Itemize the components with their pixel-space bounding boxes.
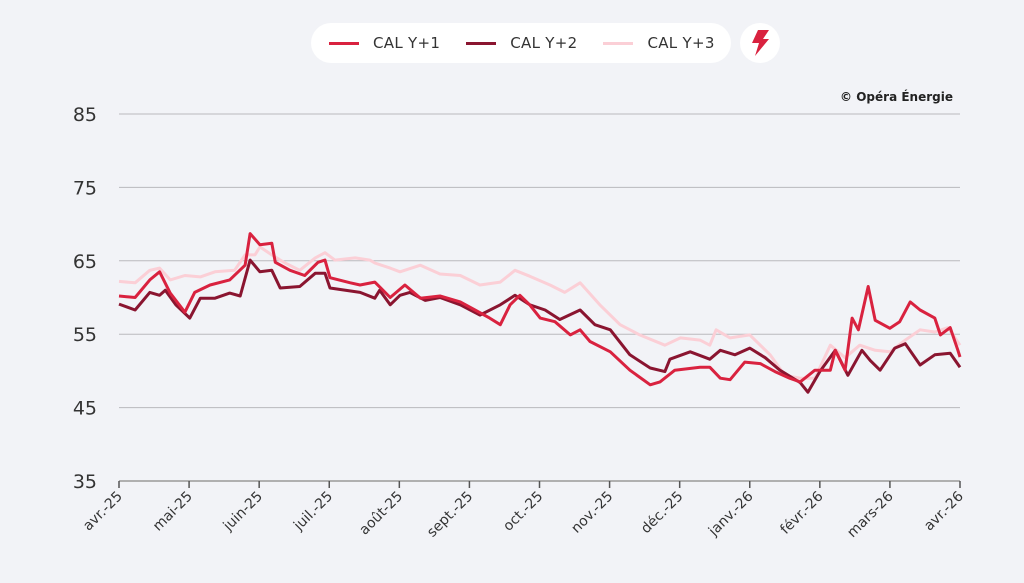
legend-label: CAL Y+3	[647, 34, 715, 52]
y-tick-label: 85	[73, 104, 97, 126]
series-line-cal-y-1	[118, 232, 962, 387]
legend-swatch	[603, 41, 634, 45]
lightning-bolt-icon[interactable]	[740, 23, 780, 63]
x-tick-label: avr.-26	[921, 488, 967, 534]
series-line-cal-y-2	[118, 258, 962, 394]
series-line-cal-y-3	[118, 245, 962, 380]
x-tick-label: déc.-25	[638, 489, 686, 537]
x-tick-label: avr.-25	[80, 489, 126, 535]
x-tick-label: juin-25	[220, 489, 266, 535]
legend-item-cal-y3[interactable]: CAL Y+3	[603, 34, 714, 52]
legend-item-cal-y2[interactable]: CAL Y+2	[466, 34, 577, 52]
y-tick-label: 55	[73, 324, 97, 346]
legend-swatch	[466, 41, 497, 45]
y-tick-label: 45	[73, 398, 97, 420]
x-tick-label: juil.-25	[290, 489, 336, 535]
x-tick-label: mai-25	[150, 489, 196, 535]
y-tick-label: 35	[73, 471, 97, 493]
legend-label: CAL Y+2	[510, 34, 578, 52]
x-tick-label: janv.-26	[705, 488, 757, 540]
y-tick-label: 75	[73, 177, 97, 199]
x-tick-label: oct.-25	[500, 489, 546, 535]
legend-label: CAL Y+1	[373, 34, 441, 52]
chart-legend: CAL Y+1 CAL Y+2 CAL Y+3	[311, 23, 731, 63]
legend-swatch	[329, 41, 359, 45]
y-tick-label: 65	[73, 251, 97, 273]
copyright-text: © Opéra Énergie	[840, 90, 953, 104]
x-tick-label: sept.-25	[424, 489, 476, 541]
x-tick-label: févr.-26	[777, 488, 826, 537]
legend-item-cal-y1[interactable]: CAL Y+1	[329, 34, 440, 52]
x-tick-label: mars-26	[844, 488, 896, 540]
x-tick-label: nov.-25	[568, 489, 616, 537]
x-tick-label: août-25	[356, 489, 406, 539]
